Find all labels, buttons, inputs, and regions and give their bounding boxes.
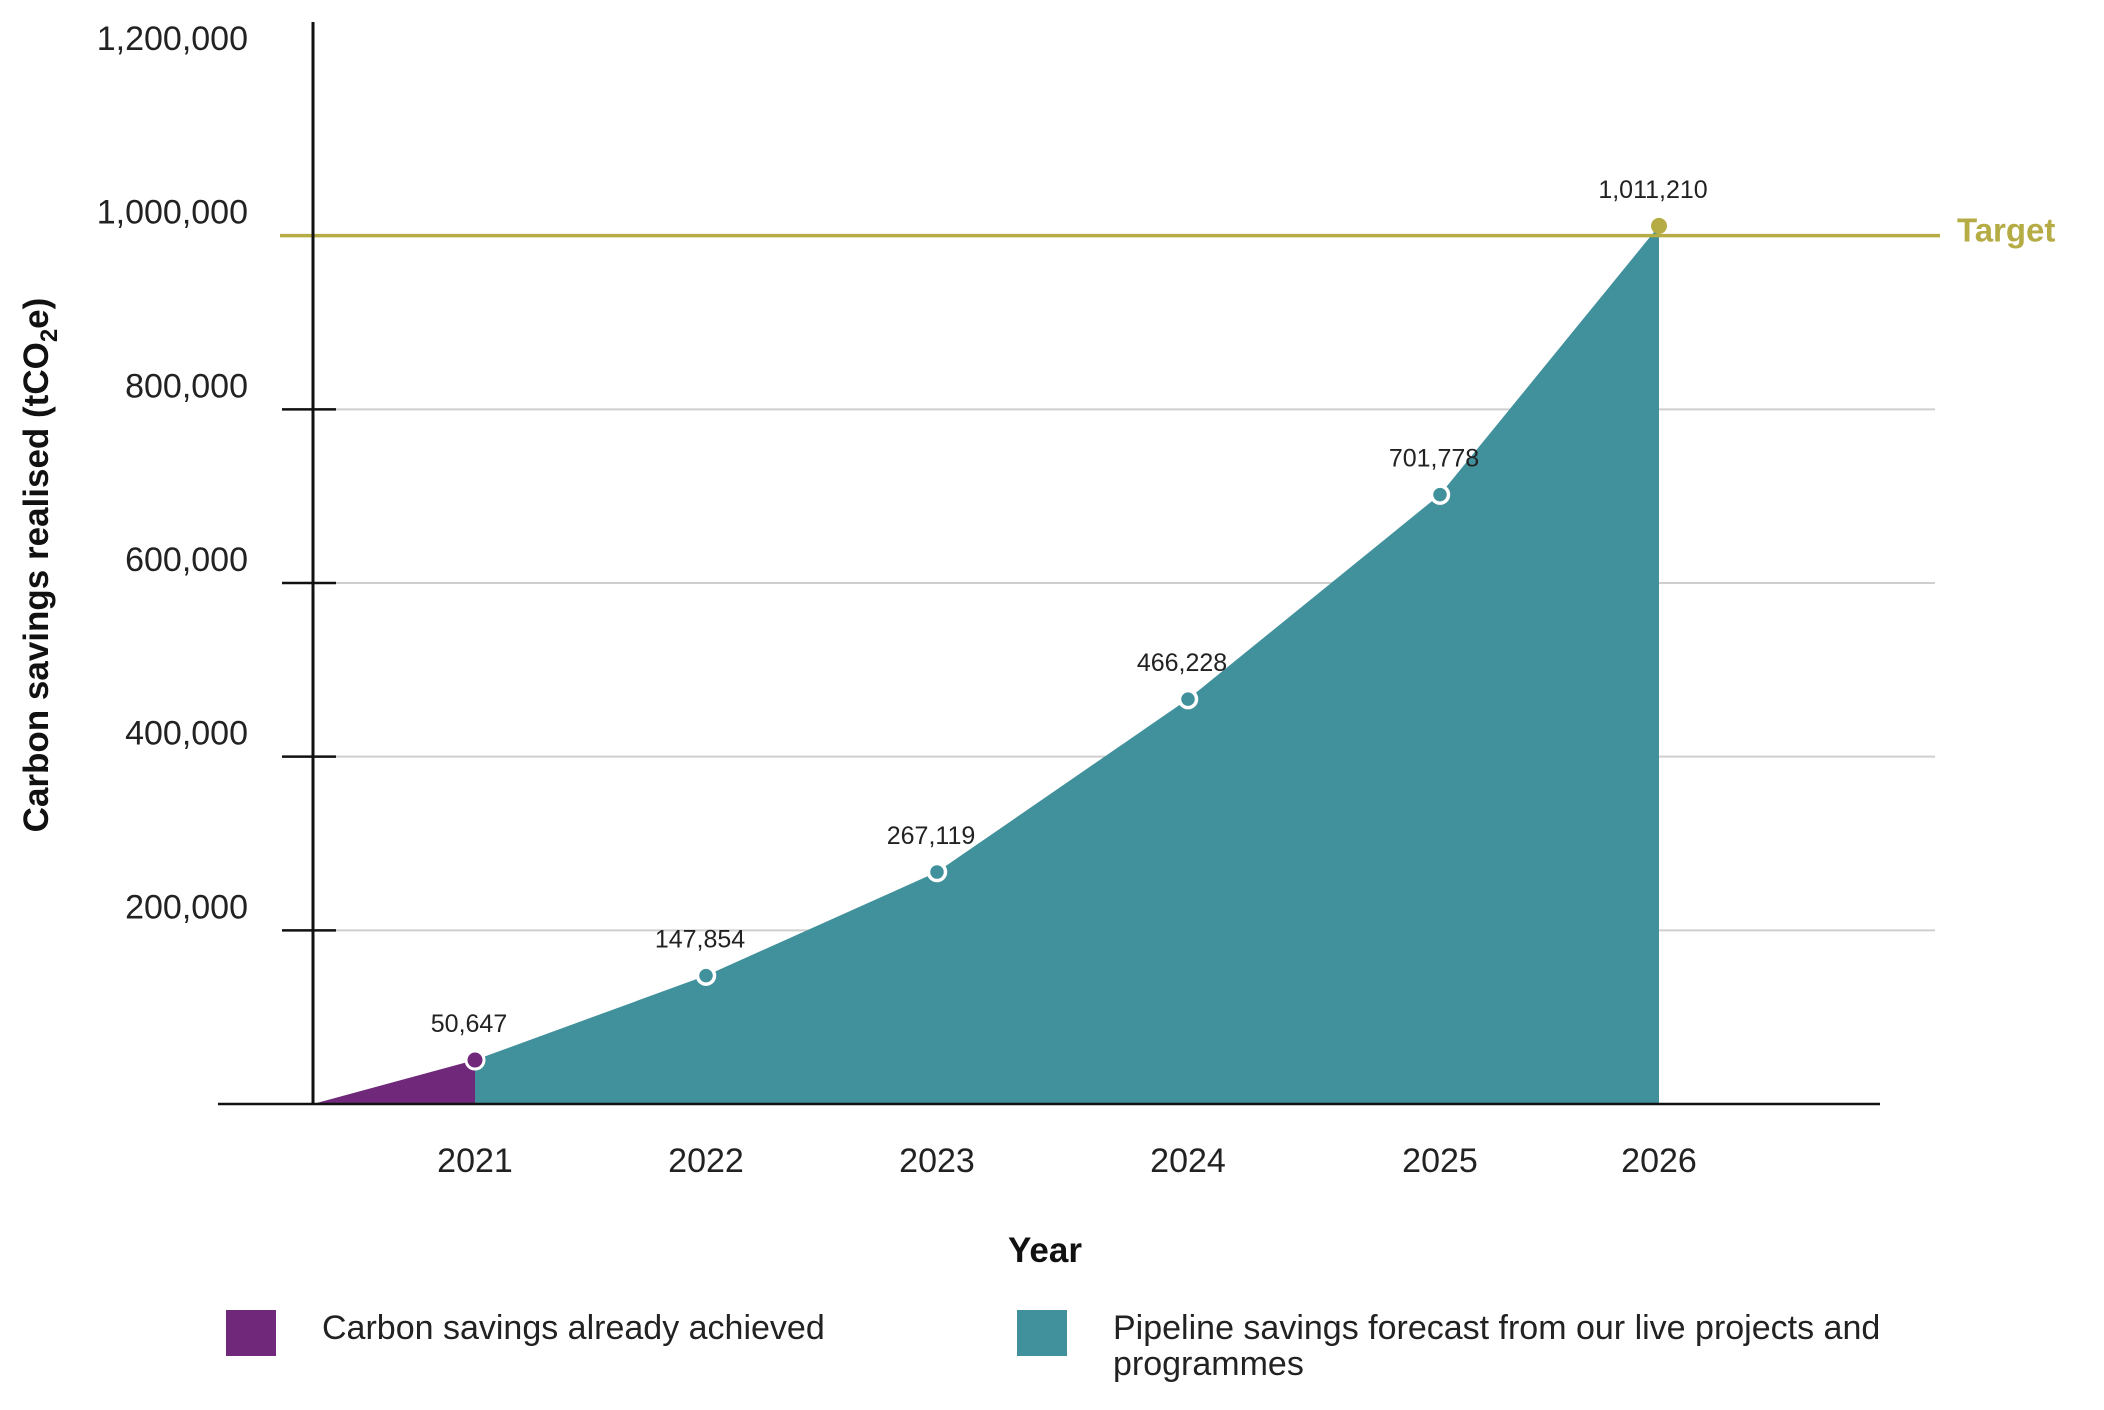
x-tick-label: 2023 <box>899 1142 975 1180</box>
y-axis-title: Carbon savings realised (tCO2e) <box>17 298 63 833</box>
area-pipeline <box>475 225 1659 1105</box>
data-label: 701,778 <box>1389 445 1479 473</box>
y-axis-ticks: 200,000 400,000 600,000 800,000 1,000,000 1,2… <box>97 20 336 932</box>
x-tick-label: 2026 <box>1621 1142 1697 1180</box>
x-axis-title: Year <box>1008 1231 1082 1270</box>
data-point <box>1177 688 1199 710</box>
y-tick-label: 1,200,000 <box>97 20 248 58</box>
y-axis-title-end: e) <box>17 298 56 329</box>
y-tick-label: 800,000 <box>125 367 248 405</box>
data-label: 147,854 <box>655 926 745 954</box>
data-point <box>1429 484 1451 505</box>
x-tick-label: 2022 <box>668 1142 744 1180</box>
data-label: 466,228 <box>1137 649 1227 677</box>
area-series <box>313 225 1659 1105</box>
data-label: 267,119 <box>887 822 976 850</box>
data-point-final <box>1651 217 1667 234</box>
y-tick-label: 600,000 <box>125 541 248 579</box>
y-axis-title-subscript: 2 <box>36 329 63 342</box>
data-label: 1,011,210 <box>1598 176 1707 204</box>
data-point <box>464 1049 486 1071</box>
legend-label-achieved: Carbon savings already achieved <box>322 1309 825 1347</box>
y-tick-label: 1,000,000 <box>97 194 248 232</box>
x-tick-label: 2021 <box>437 1142 513 1180</box>
legend-item-achieved: Carbon savings already achieved <box>226 1310 986 1356</box>
target-label: Target <box>1957 212 2055 249</box>
legend-label-pipeline: Pipeline savings forecast from our live … <box>1113 1309 1881 1383</box>
y-tick-label: 400,000 <box>125 715 248 753</box>
data-label: 50,647 <box>431 1010 507 1038</box>
axes <box>218 22 1880 1106</box>
data-point <box>695 965 717 986</box>
area-achieved <box>313 1060 475 1104</box>
data-point <box>926 861 948 883</box>
x-axis-ticks: 2021 2022 2023 2024 2025 2026 <box>437 1142 1697 1180</box>
data-labels: 50,647 147,854 267,119 466,228 701,778 1,011,… <box>431 176 1708 1038</box>
data-points <box>464 217 1667 1071</box>
legend-item-pipeline: Pipeline savings forecast from our live … <box>1017 1310 1917 1382</box>
legend-swatch-pipeline <box>1017 1310 1067 1356</box>
x-tick-label: 2025 <box>1402 1142 1478 1180</box>
x-tick-label: 2024 <box>1150 1142 1226 1180</box>
legend-swatch-achieved <box>226 1310 276 1356</box>
y-tick-label: 200,000 <box>125 888 248 926</box>
y-axis-title-main: Carbon savings realised (tCO <box>17 342 56 832</box>
